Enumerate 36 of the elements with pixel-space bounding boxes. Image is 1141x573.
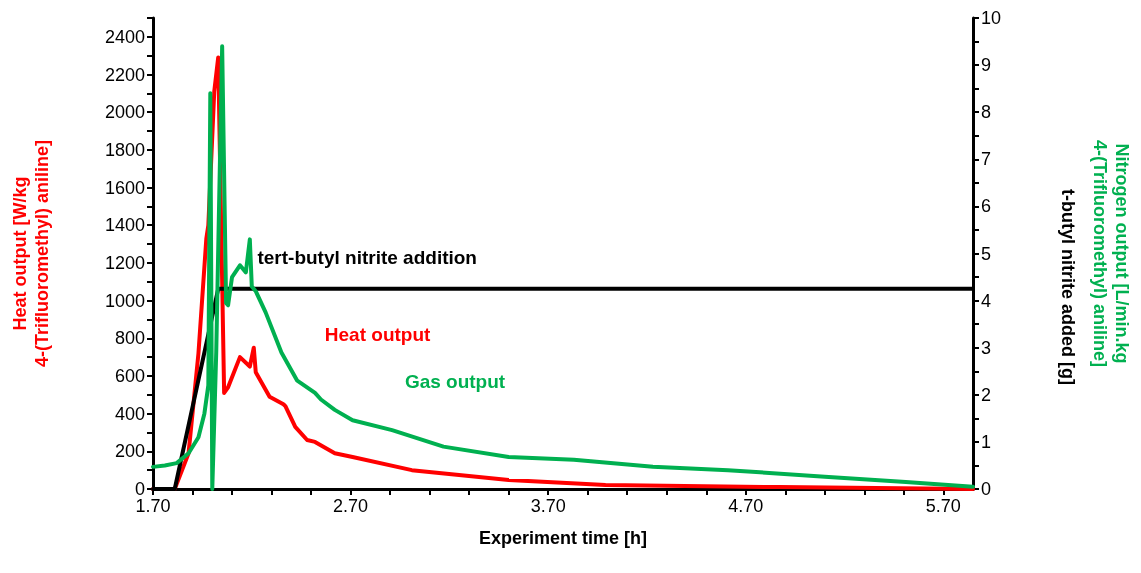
y2-tick-label: 10 (981, 8, 1002, 28)
y-tick-label: 2200 (104, 64, 145, 85)
y-axis-title: Heat output [W/kg 4-(Trifluoromethyl) aniline] (10, 139, 52, 368)
x-tick-label: 2.70 (333, 496, 369, 516)
y2-tick-label: 6 (981, 196, 992, 217)
y-tick-label: 1600 (104, 177, 145, 198)
y-tick-label: 2400 (104, 26, 145, 47)
x-tick-label: 1.70 (135, 496, 171, 516)
y-tick-label: 2000 (104, 102, 145, 123)
x-tick-label: 5.70 (925, 496, 961, 516)
y2-axis-title: Nitrogen output [L/min.kg 4-(Trifluoromethyl) aniline] (1090, 139, 1132, 368)
y-tick-label: 1800 (104, 139, 145, 160)
y-tick-label: 600 (114, 365, 145, 386)
x-tick-label: 3.70 (530, 496, 566, 516)
y2-tick-label: 8 (981, 102, 992, 123)
x-axis-title: Experiment time [h] (478, 528, 648, 548)
y2-tick-label: 1 (981, 431, 992, 452)
y-tick-label: 1200 (104, 252, 145, 273)
y2-tick-label: 2 (981, 384, 992, 405)
y2-tick-label: 4 (981, 290, 992, 311)
y-tick-label: 0 (134, 479, 145, 499)
y2-tick-label: 3 (981, 337, 992, 358)
y2-tick-label: 9 (981, 55, 992, 76)
y-tick-label: 1000 (104, 290, 145, 311)
series-label: tert-butyl nitrite addition (257, 247, 477, 269)
y2-tick-label: 7 (981, 149, 992, 170)
text: t-butyl nitrite added [g] (1058, 189, 1078, 385)
text: Heat output (324, 324, 432, 346)
y-tick-label: 800 (114, 328, 145, 349)
y-tick-label: 400 (114, 403, 145, 424)
y-tick-label: 200 (114, 441, 145, 462)
y2-tick-label: 5 (981, 243, 992, 264)
text: Gas output (404, 371, 506, 393)
y2-tick-label: 0 (981, 479, 992, 499)
x-tick-label: 4.70 (728, 496, 764, 516)
y-tick-label: 1400 (104, 215, 145, 236)
